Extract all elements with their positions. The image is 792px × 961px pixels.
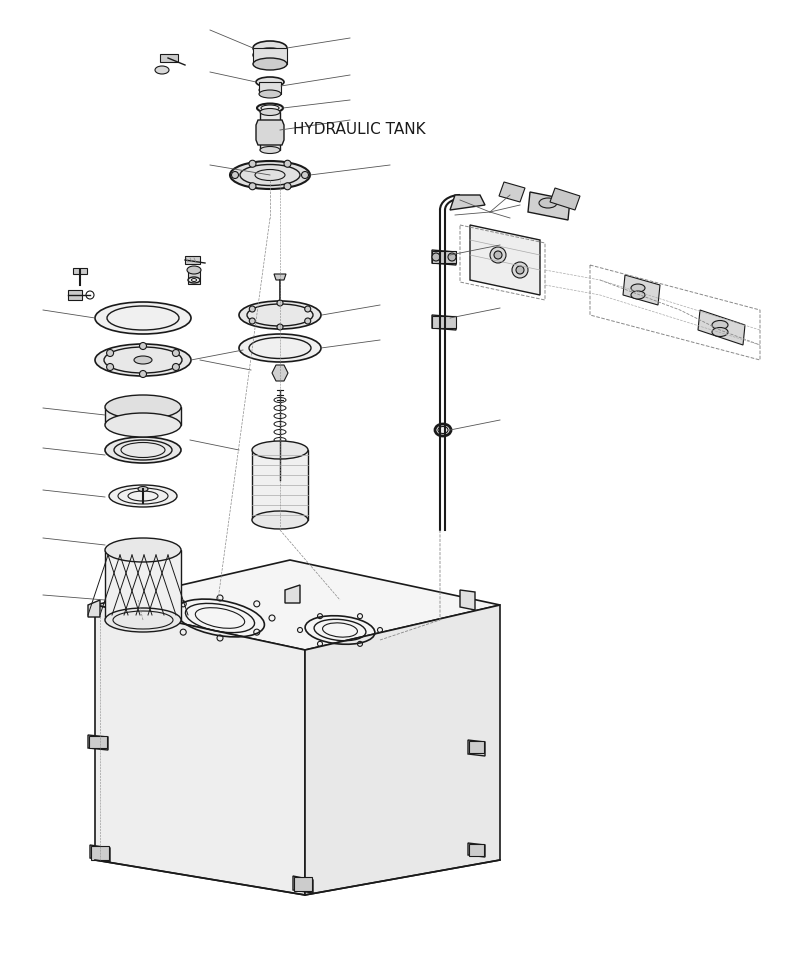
Polygon shape <box>185 256 200 264</box>
Polygon shape <box>68 290 82 300</box>
Text: HYDRAULIC TANK: HYDRAULIC TANK <box>293 122 425 137</box>
Circle shape <box>173 350 180 357</box>
Ellipse shape <box>95 302 191 334</box>
Ellipse shape <box>95 344 191 376</box>
Circle shape <box>249 318 255 324</box>
Circle shape <box>107 350 113 357</box>
Polygon shape <box>432 250 456 265</box>
Circle shape <box>494 251 502 259</box>
Circle shape <box>448 253 456 261</box>
Polygon shape <box>274 274 286 280</box>
Polygon shape <box>105 407 181 425</box>
Polygon shape <box>460 590 475 610</box>
Polygon shape <box>90 845 110 862</box>
Ellipse shape <box>252 441 308 459</box>
Bar <box>469 844 484 856</box>
Polygon shape <box>470 225 540 295</box>
Circle shape <box>249 160 256 167</box>
Polygon shape <box>450 195 485 210</box>
Ellipse shape <box>257 104 283 112</box>
Ellipse shape <box>539 198 557 208</box>
Polygon shape <box>256 120 284 145</box>
Ellipse shape <box>155 66 169 74</box>
Ellipse shape <box>253 41 287 55</box>
Ellipse shape <box>435 424 451 436</box>
Ellipse shape <box>256 77 284 87</box>
Polygon shape <box>95 605 305 895</box>
Polygon shape <box>253 48 287 64</box>
Ellipse shape <box>712 321 728 330</box>
Circle shape <box>490 247 506 263</box>
Polygon shape <box>499 182 525 202</box>
Ellipse shape <box>253 58 287 70</box>
Bar <box>469 741 484 753</box>
Bar <box>89 736 107 748</box>
Circle shape <box>249 183 256 189</box>
Ellipse shape <box>188 277 200 283</box>
Circle shape <box>277 324 283 330</box>
Ellipse shape <box>239 301 321 329</box>
Polygon shape <box>305 605 500 895</box>
Circle shape <box>432 253 440 261</box>
Polygon shape <box>160 54 178 62</box>
Polygon shape <box>73 268 87 274</box>
Circle shape <box>512 262 528 278</box>
Ellipse shape <box>105 395 181 419</box>
Ellipse shape <box>105 413 181 437</box>
Polygon shape <box>468 740 485 756</box>
Circle shape <box>516 266 524 274</box>
Polygon shape <box>95 560 500 650</box>
Polygon shape <box>623 275 660 305</box>
Circle shape <box>284 183 291 189</box>
Circle shape <box>249 306 255 312</box>
Ellipse shape <box>187 266 201 274</box>
Ellipse shape <box>259 86 281 94</box>
Bar <box>432 316 456 328</box>
Ellipse shape <box>631 284 645 292</box>
Polygon shape <box>260 112 280 150</box>
Ellipse shape <box>109 485 177 507</box>
Polygon shape <box>550 188 580 210</box>
Polygon shape <box>105 550 181 620</box>
Polygon shape <box>528 192 570 220</box>
Circle shape <box>173 363 180 371</box>
Ellipse shape <box>105 608 181 632</box>
Polygon shape <box>88 600 100 617</box>
Circle shape <box>305 306 310 312</box>
Polygon shape <box>88 735 108 750</box>
Polygon shape <box>698 310 745 345</box>
Circle shape <box>277 300 283 306</box>
Circle shape <box>107 363 113 371</box>
Polygon shape <box>259 82 281 94</box>
Ellipse shape <box>105 538 181 562</box>
Ellipse shape <box>230 161 310 189</box>
Polygon shape <box>272 365 288 381</box>
Circle shape <box>231 171 238 179</box>
Polygon shape <box>252 450 308 520</box>
Ellipse shape <box>138 486 148 491</box>
Ellipse shape <box>260 146 280 154</box>
Circle shape <box>139 371 147 378</box>
Ellipse shape <box>712 328 728 336</box>
Bar <box>432 251 456 263</box>
Polygon shape <box>432 315 456 330</box>
Polygon shape <box>293 876 313 893</box>
Ellipse shape <box>134 356 152 364</box>
Polygon shape <box>468 843 485 857</box>
Circle shape <box>284 160 291 167</box>
Bar <box>294 877 312 891</box>
Polygon shape <box>285 585 300 603</box>
Ellipse shape <box>252 511 308 529</box>
Ellipse shape <box>631 291 645 299</box>
Ellipse shape <box>259 90 281 98</box>
Circle shape <box>139 342 147 350</box>
Polygon shape <box>188 270 200 284</box>
Ellipse shape <box>239 334 321 362</box>
Ellipse shape <box>260 109 280 115</box>
Circle shape <box>305 318 310 324</box>
Circle shape <box>302 171 309 179</box>
Bar <box>91 846 109 860</box>
Ellipse shape <box>253 48 287 62</box>
Ellipse shape <box>105 437 181 463</box>
